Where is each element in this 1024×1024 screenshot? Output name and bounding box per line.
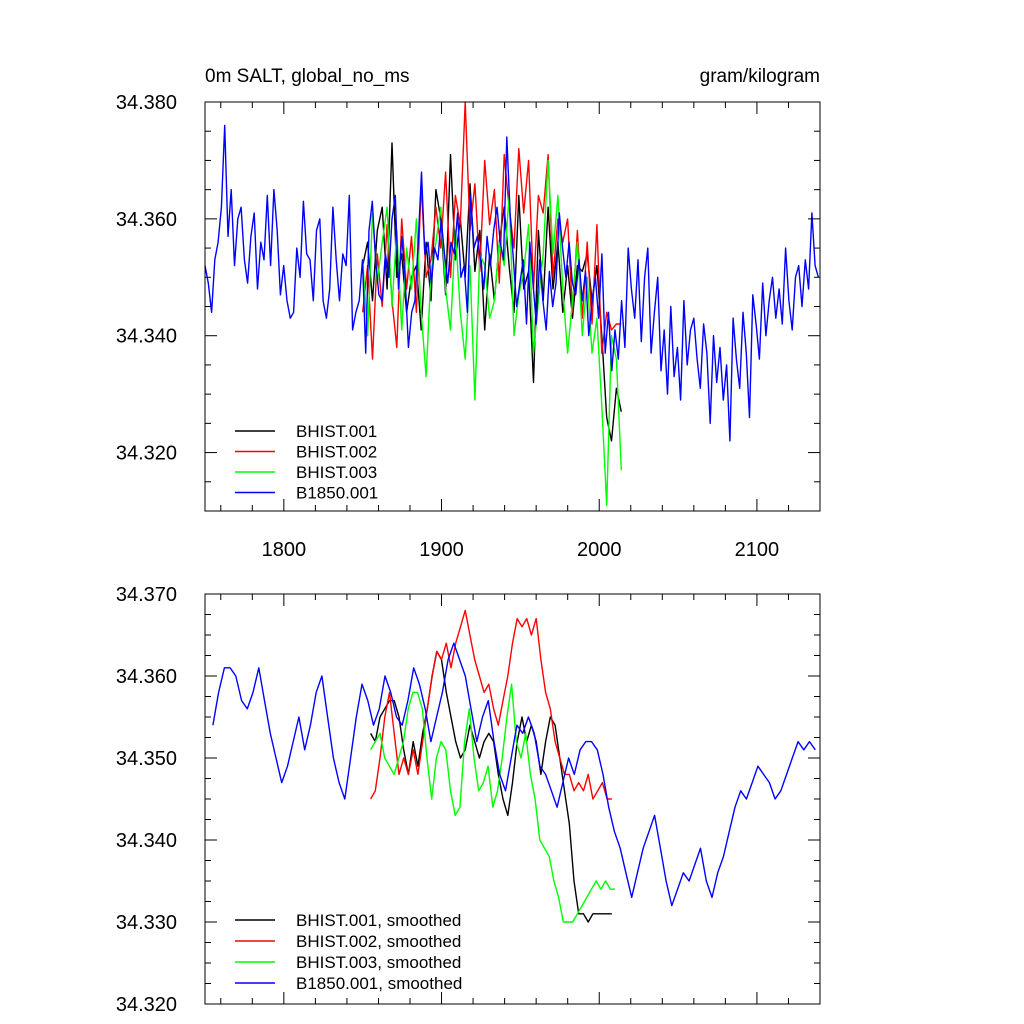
y-tick-label: 34.330: [116, 912, 177, 934]
series-line-1-2: [369, 683, 615, 923]
top-panel-units: gram/kilogram: [700, 66, 820, 87]
legend-label: BHIST.002: [296, 443, 377, 462]
y-tick-label: 34.380: [116, 92, 177, 114]
x-tick-label: 2000: [577, 539, 622, 561]
y-tick-label: 34.360: [116, 209, 177, 231]
bottom-panel-smoothed-salinity: 34.320 34.330 34.340 34.350 34.360 34.370 BHI…: [116, 584, 821, 1016]
legend-label: BHIST.003, smoothed: [296, 953, 461, 972]
series-line-1-3: [212, 642, 816, 907]
legend-label: BHIST.003: [296, 463, 377, 482]
top-panel-title: 0m SALT, global_no_ms: [205, 66, 410, 87]
top-panel-ticks: 1800 1900 2000 2100 34.320 34.340 34.360 34.380: [116, 92, 821, 561]
series-line-1-1: [369, 609, 612, 800]
y-tick-label: 34.370: [116, 584, 177, 606]
top-panel-raw-salinity: 0m SALT, global_no_ms gram/kilogram 1800…: [116, 66, 821, 561]
series-line-0-3: [204, 124, 820, 442]
series-line-1-0: [369, 650, 612, 923]
bottom-panel-lines: [212, 609, 816, 923]
bottom-panel-frame: [204, 593, 821, 1005]
y-tick-label: 34.340: [116, 326, 177, 348]
top-panel-frame: [204, 101, 821, 512]
bottom-panel-ticks: 34.320 34.330 34.340 34.350 34.360 34.370: [116, 584, 821, 1016]
legend-label: BHIST.002, smoothed: [296, 932, 461, 951]
legend-label: B1850.001, smoothed: [296, 974, 462, 993]
series-line-0-2: [362, 159, 622, 506]
legend-label: BHIST.001, smoothed: [296, 911, 461, 930]
y-tick-label: 34.360: [116, 666, 177, 688]
legend-label: B1850.001: [296, 484, 378, 503]
x-tick-label: 1800: [262, 539, 307, 561]
y-tick-label: 34.320: [116, 994, 177, 1016]
bottom-panel-legend: BHIST.001, smoothed BHIST.002, smoothed BH…: [235, 911, 462, 993]
legend-label: BHIST.001: [296, 422, 377, 441]
top-panel-lines: [204, 101, 820, 506]
x-tick-label: 1900: [419, 539, 464, 561]
x-tick-label: 2100: [735, 539, 780, 561]
y-tick-label: 34.350: [116, 748, 177, 770]
y-tick-label: 34.340: [116, 830, 177, 852]
y-tick-label: 34.320: [116, 443, 177, 465]
